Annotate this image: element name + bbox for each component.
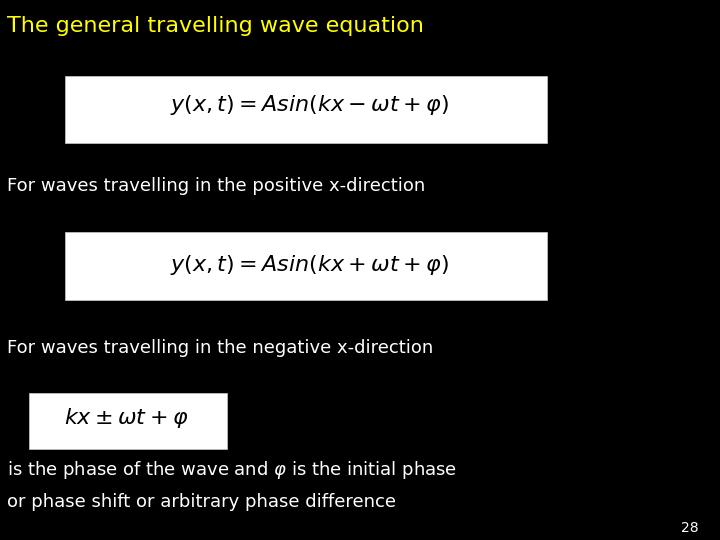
Text: The general travelling wave equation: The general travelling wave equation (7, 16, 424, 36)
Text: $y(x,t)= Asin(kx + \omega t + \varphi)$: $y(x,t)= Asin(kx + \omega t + \varphi)$ (170, 253, 449, 276)
FancyBboxPatch shape (65, 76, 547, 143)
Text: $kx \pm \omega t + \varphi$: $kx \pm \omega t + \varphi$ (64, 407, 188, 430)
Text: 28: 28 (681, 521, 698, 535)
FancyBboxPatch shape (29, 393, 227, 449)
Text: is the phase of the wave and $\varphi$ is the initial phase: is the phase of the wave and $\varphi$ i… (7, 459, 457, 481)
FancyBboxPatch shape (65, 232, 547, 300)
Text: For waves travelling in the negative x-direction: For waves travelling in the negative x-d… (7, 339, 433, 357)
Text: $y(x,t)= Asin(kx - \omega t + \varphi)$: $y(x,t)= Asin(kx - \omega t + \varphi)$ (170, 93, 449, 117)
Text: or phase shift or arbitrary phase difference: or phase shift or arbitrary phase differ… (7, 493, 396, 511)
Text: For waves travelling in the positive x-direction: For waves travelling in the positive x-d… (7, 177, 426, 195)
